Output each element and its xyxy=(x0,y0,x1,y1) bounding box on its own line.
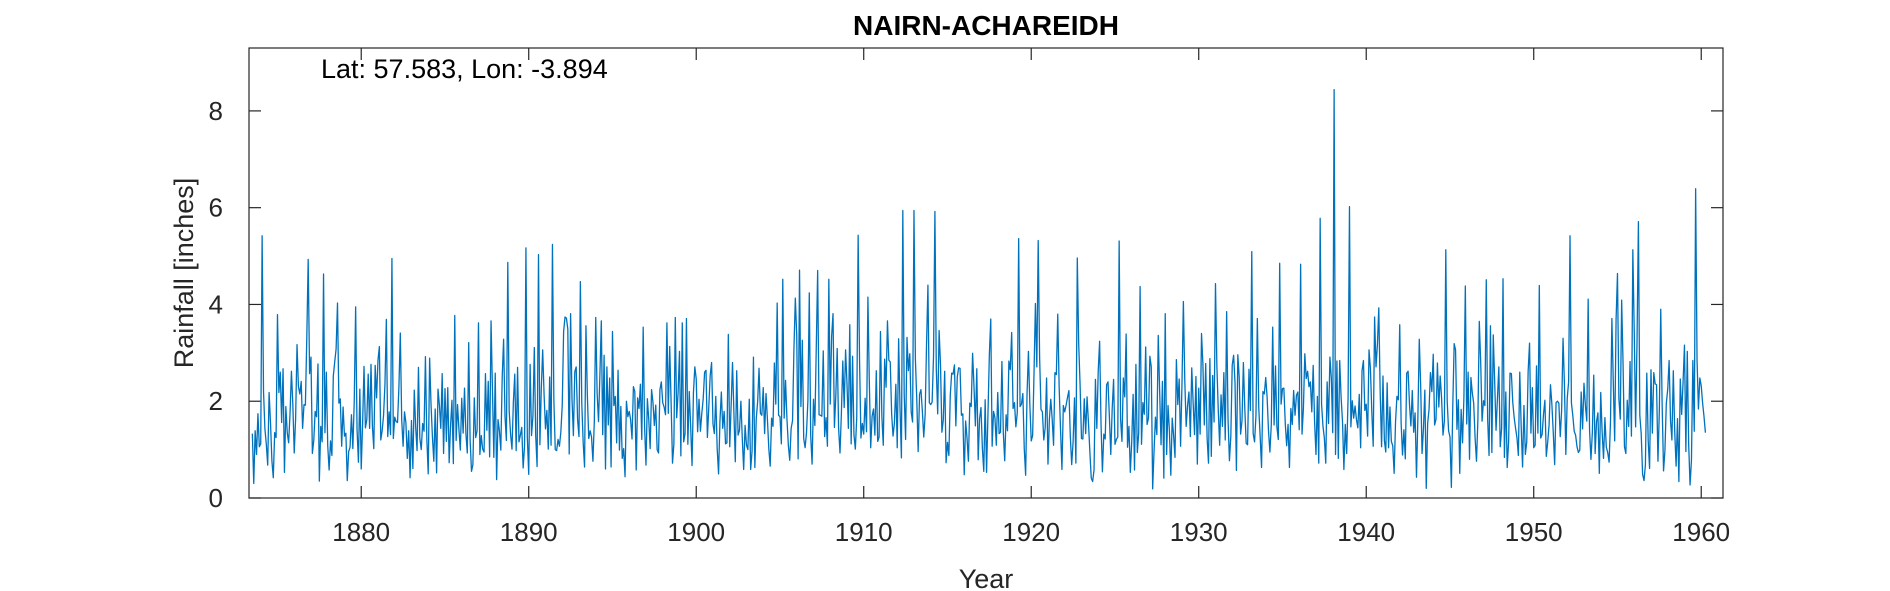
x-tick-label: 1900 xyxy=(667,517,725,547)
x-tick-label: 1890 xyxy=(500,517,558,547)
y-tick-label: 6 xyxy=(209,193,223,223)
rainfall-series-line xyxy=(251,88,1707,490)
x-tick-label: 1910 xyxy=(835,517,893,547)
x-tick-label: 1940 xyxy=(1337,517,1395,547)
x-axis-label: Year xyxy=(959,564,1014,591)
y-axis-label: Rainfall [inches] xyxy=(169,178,199,369)
x-tick-label: 1920 xyxy=(1002,517,1060,547)
x-tick-label: 1880 xyxy=(332,517,390,547)
y-tick-label: 0 xyxy=(209,483,223,513)
location-annotation: Lat: 57.583, Lon: -3.894 xyxy=(321,54,608,84)
x-tick-label: 1960 xyxy=(1672,517,1730,547)
x-tick-label: 1930 xyxy=(1170,517,1228,547)
y-tick-label: 8 xyxy=(209,96,223,126)
chart-title: NAIRN-ACHAREIDH xyxy=(853,10,1119,41)
y-tick-label: 2 xyxy=(209,386,223,416)
plot-frame xyxy=(248,47,1724,499)
x-axis-ticks: 1880 1890 1900 1910 1920 1930 1940 1950 1960 xyxy=(332,48,1730,547)
x-tick-label: 1950 xyxy=(1505,517,1563,547)
y-tick-label: 4 xyxy=(209,289,223,319)
y-axis-ticks: 0 2 4 6 8 xyxy=(209,96,1723,513)
